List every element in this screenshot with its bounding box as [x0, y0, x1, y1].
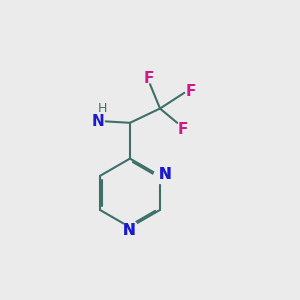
Text: F: F — [177, 122, 188, 136]
Text: F: F — [143, 71, 154, 86]
Text: N: N — [92, 114, 105, 129]
Text: N: N — [158, 167, 171, 182]
Text: F: F — [185, 84, 196, 99]
Text: N: N — [122, 223, 135, 238]
Text: N: N — [158, 167, 171, 182]
Text: H: H — [98, 102, 107, 115]
Text: N: N — [122, 223, 135, 238]
